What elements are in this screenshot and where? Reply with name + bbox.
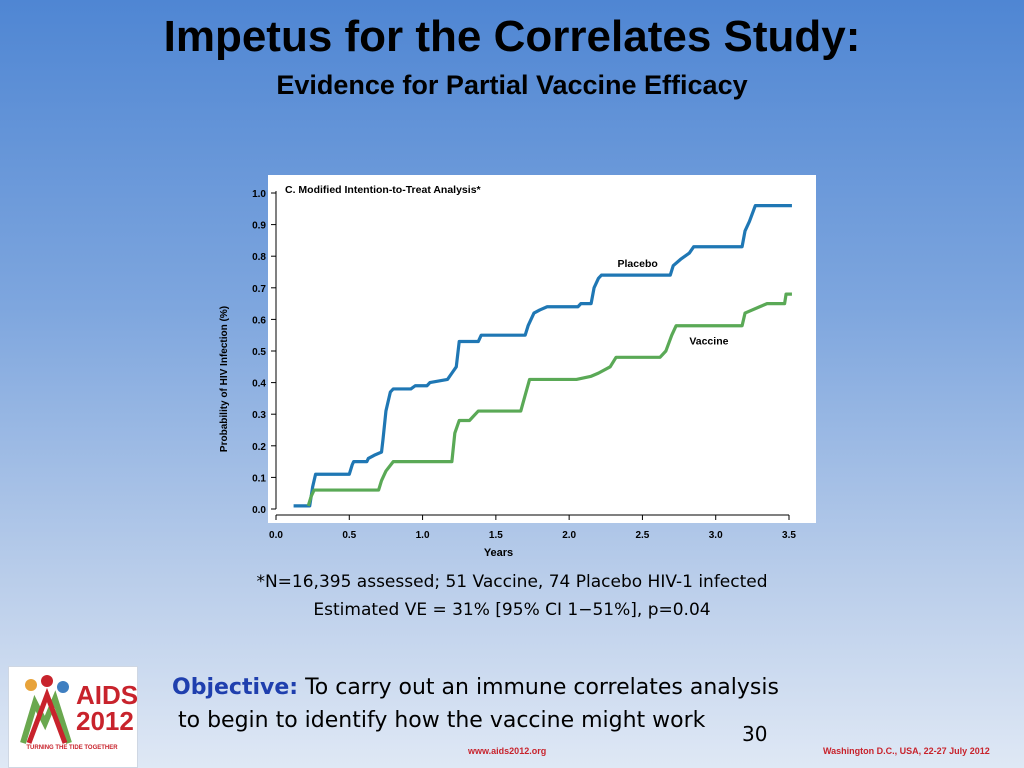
x-tick-label: 3.5 bbox=[782, 530, 796, 541]
x-tick-label: 3.0 bbox=[709, 530, 723, 541]
x-tick-label: 0.5 bbox=[342, 530, 356, 541]
chart-title: C. Modified Intention-to-Treat Analysis* bbox=[285, 184, 482, 196]
y-axis-label: Probability of HIV Infection (%) bbox=[219, 306, 230, 452]
x-tick-label: 1.0 bbox=[416, 530, 430, 541]
y-tick-label: 1.0 bbox=[252, 189, 266, 200]
logo-tagline: TURNING THE TIDE TOGETHER bbox=[26, 745, 118, 751]
y-tick-label: 0.2 bbox=[252, 442, 266, 453]
series-label-vaccine: Vaccine bbox=[689, 336, 728, 348]
slide-title: Impetus for the Correlates Study: bbox=[163, 12, 861, 61]
series-line-vaccine bbox=[306, 292, 792, 507]
slide-subtitle: Evidence for Partial Vaccine Efficacy bbox=[276, 70, 748, 100]
y-tick-label: 0.6 bbox=[252, 315, 266, 326]
x-tick-label: 2.5 bbox=[635, 530, 649, 541]
logo-line-2: 2012 bbox=[76, 706, 134, 736]
aids2012-logo bbox=[8, 666, 138, 768]
footer-url[interactable]: www.aids2012.org bbox=[468, 746, 547, 756]
y-tick-label: 0.3 bbox=[252, 410, 266, 421]
footnote-line-2: Estimated VE = 31% [95% CI 1−51%], p=0.0… bbox=[313, 600, 711, 620]
series-label-placebo: Placebo bbox=[618, 258, 658, 270]
series-line-placebo bbox=[293, 204, 792, 508]
survival-chart: 0.0 0.1 0.2 0.3 0.4 0.5 0.6 0.7 0.8 0.9 1.0 0.0 0.5 1… bbox=[219, 184, 796, 559]
y-tick-label: 0.9 bbox=[252, 221, 266, 232]
logo-wordmark: AIDS 2012 bbox=[76, 682, 138, 734]
x-tick-label: 2.0 bbox=[562, 530, 576, 541]
footer-location: Washington D.C., USA, 22-27 July 2012 bbox=[823, 746, 990, 756]
objective-text-2: to begin to identify how the vaccine mig… bbox=[178, 708, 706, 733]
objective-label: Objective: bbox=[172, 675, 299, 700]
logo-line-1: AIDS bbox=[76, 680, 139, 710]
chart-background bbox=[268, 175, 816, 523]
x-axis-label: Years bbox=[484, 547, 513, 559]
ribbon-figures-icon bbox=[20, 675, 72, 744]
y-tick-label: 0.7 bbox=[252, 284, 266, 295]
x-tick-label: 1.5 bbox=[489, 530, 503, 541]
y-tick-label: 0.8 bbox=[252, 252, 266, 263]
footnote-line-1: *N=16,395 assessed; 51 Vaccine, 74 Place… bbox=[256, 572, 768, 592]
y-tick-label: 0.0 bbox=[252, 505, 266, 516]
y-tick-label: 0.5 bbox=[252, 347, 266, 358]
slide-number: 30 bbox=[742, 722, 768, 746]
x-tick-label: 0.0 bbox=[269, 530, 283, 541]
objective-block: Objective: To carry out an immune correl… bbox=[172, 671, 779, 737]
y-tick-label: 0.4 bbox=[252, 379, 266, 390]
y-tick-label: 0.1 bbox=[252, 473, 266, 484]
objective-text-1: To carry out an immune correlates analys… bbox=[298, 675, 779, 700]
